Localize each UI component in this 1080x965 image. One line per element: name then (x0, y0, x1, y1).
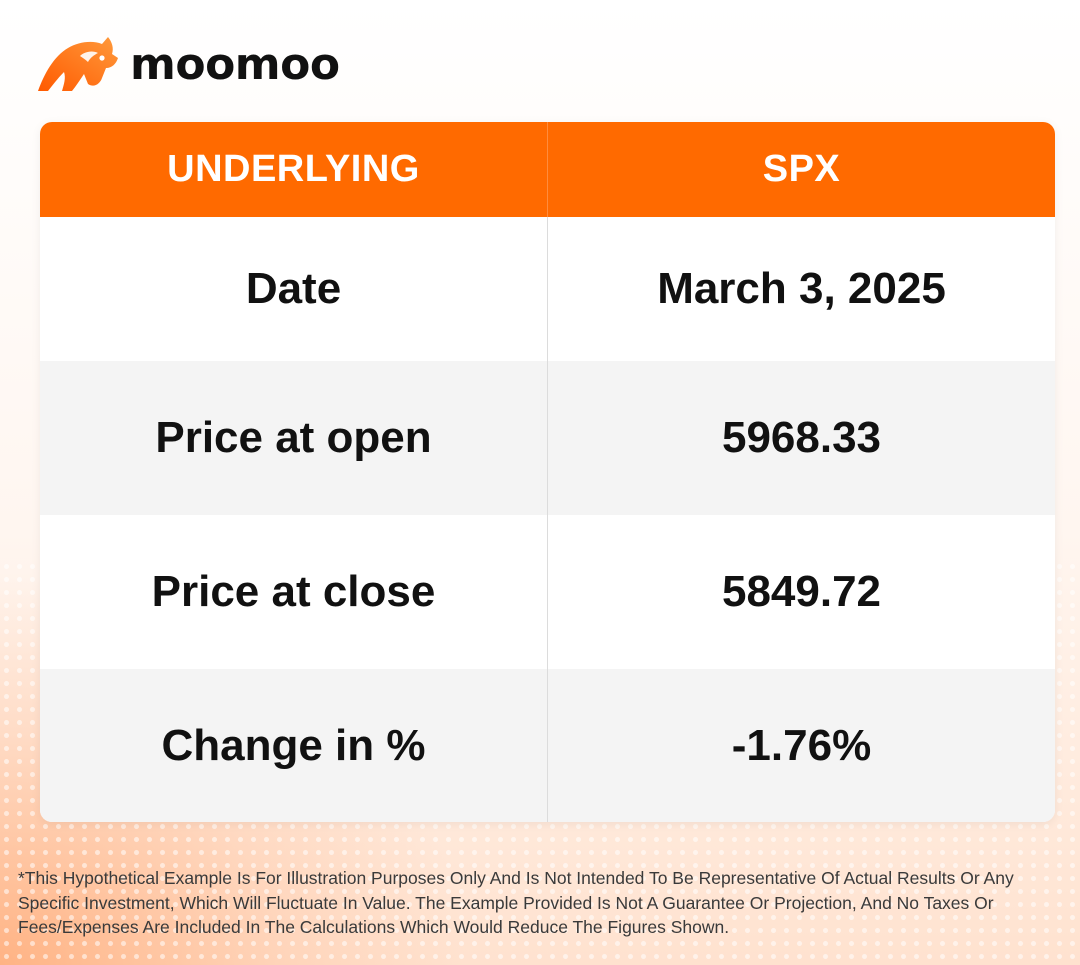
brand-name: moomoo (130, 38, 340, 90)
table-row: Price at open 5968.33 (40, 361, 1055, 515)
table-header-row: UNDERLYING SPX (40, 122, 1055, 217)
table-row: Change in % -1.76% (40, 669, 1055, 822)
comparison-table: UNDERLYING SPX Date March 3, 2025 Price … (40, 122, 1055, 822)
row-value: March 3, 2025 (657, 264, 946, 313)
brand-logo: moomoo (36, 34, 340, 94)
row-label: Change in % (40, 669, 548, 822)
table-row: Price at close 5849.72 (40, 515, 1055, 669)
row-label: Price at open (40, 361, 548, 515)
row-value: 5849.72 (721, 567, 882, 616)
row-label: Date (40, 217, 548, 361)
moomoo-bull-icon (36, 34, 120, 94)
row-label: Price at close (40, 515, 548, 669)
disclaimer-text: *This Hypothetical Example Is For Illust… (18, 868, 1014, 937)
row-value: 5968.33 (721, 413, 882, 462)
row-value: -1.76% (731, 720, 872, 770)
header-ticker: SPX (762, 148, 841, 190)
header-underlying: UNDERLYING (40, 122, 548, 217)
table-row: Date March 3, 2025 (40, 217, 1055, 361)
